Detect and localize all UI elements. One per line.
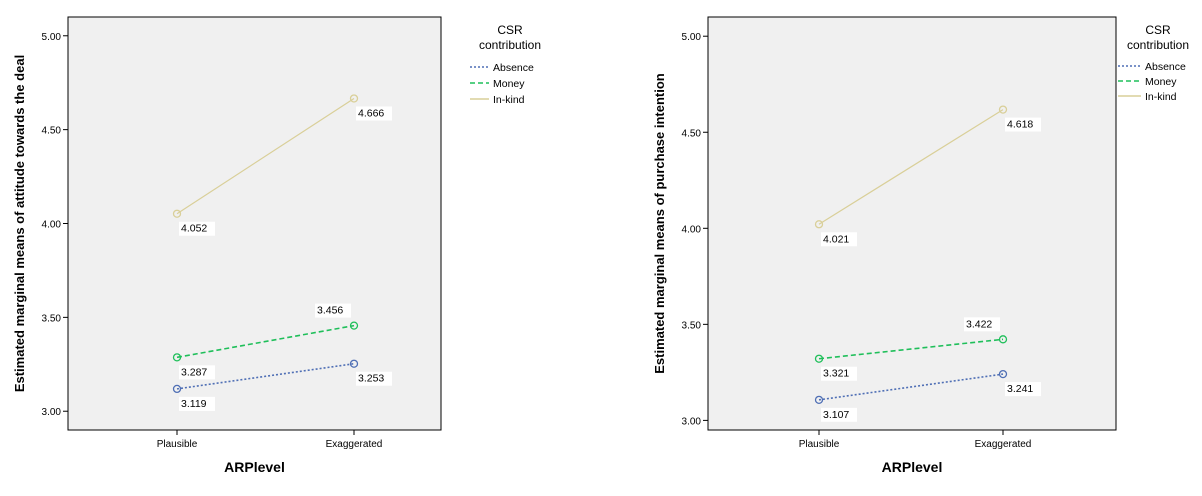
x-tick-label: Exaggerated [975, 439, 1032, 450]
data-label-box [964, 317, 1000, 332]
legend-title: contribution [479, 38, 541, 52]
data-label-box [821, 366, 857, 381]
data-label: 3.321 [823, 368, 849, 380]
data-point-money [814, 354, 824, 363]
series-line-absence [818, 373, 1004, 401]
data-point-money [172, 353, 182, 362]
data-label: 3.287 [181, 366, 207, 378]
legend-title: CSR [1145, 23, 1171, 37]
y-axis-label: Estimated marginal means of purchase int… [652, 73, 667, 374]
plot-area [707, 16, 1117, 431]
x-tick-label: Exaggerated [326, 439, 383, 450]
x-axis-label: ARPlevel [224, 459, 285, 475]
data-label-box [179, 396, 215, 411]
data-label: 4.052 [181, 223, 207, 235]
data-point-in-kind [814, 220, 824, 229]
x-tick-label: Plausible [157, 439, 198, 450]
data-label: 3.241 [1007, 383, 1033, 395]
series-line-in-kind [176, 97, 355, 215]
chart-panel-2: 3.00 3.50 4.00 4.50 5.00 Plausible Exaggerated… [652, 16, 1189, 475]
data-label-box [821, 407, 857, 422]
legend-entry-absence: Absence [493, 62, 534, 74]
data-label-box [821, 232, 857, 247]
series-line-money [176, 324, 355, 359]
data-label: 3.456 [317, 305, 343, 317]
y-axis-label: Estimated marginal means of attitude tow… [12, 55, 27, 392]
data-label-box [179, 365, 215, 380]
y-tick-label: 3.50 [42, 313, 62, 324]
series-line-in-kind [818, 109, 1004, 225]
y-tick-label: 4.50 [42, 126, 62, 137]
series-line-absence [176, 362, 355, 390]
data-label: 3.253 [358, 373, 384, 385]
data-point-money [349, 321, 359, 330]
data-label-box [356, 371, 392, 386]
series-line-money [818, 338, 1004, 360]
chart-panel-1: 3.00 3.50 4.00 4.50 5.00 Plausible Exaggerated… [12, 16, 541, 475]
data-point-in-kind [349, 94, 359, 103]
y-tick-label: 5.00 [682, 32, 702, 43]
data-label: 3.422 [966, 318, 992, 330]
legend-entry-absence: Absence [1145, 61, 1186, 73]
data-point-in-kind [172, 209, 182, 218]
y-tick-label: 3.50 [682, 320, 702, 331]
x-axis-label: ARPlevel [882, 459, 943, 475]
legend-title: contribution [1127, 38, 1189, 52]
data-label-box [356, 106, 392, 121]
y-tick-label: 3.00 [42, 407, 62, 418]
data-label: 4.666 [358, 107, 384, 119]
legend-entry-in-kind: In-kind [1145, 91, 1177, 103]
data-label-box [1005, 117, 1041, 132]
y-tick-label: 3.00 [682, 416, 702, 427]
data-point-absence [814, 395, 824, 404]
data-point-in-kind [998, 105, 1008, 114]
y-tick-label: 4.00 [682, 224, 702, 235]
y-tick-label: 4.00 [42, 220, 62, 231]
data-point-absence [349, 359, 359, 368]
legend-title: CSR [497, 23, 523, 37]
data-label-box [315, 303, 351, 318]
data-label: 4.021 [823, 233, 849, 245]
data-label-box [179, 221, 215, 236]
data-point-absence [172, 384, 182, 394]
legend-entry-money: Money [1145, 76, 1177, 88]
data-label: 3.119 [181, 398, 207, 410]
data-point-absence [998, 369, 1008, 379]
legend-entry-in-kind: In-kind [493, 94, 525, 106]
y-tick-label: 5.00 [42, 32, 62, 43]
y-tick-label: 4.50 [682, 128, 702, 139]
plot-area [67, 16, 442, 431]
x-tick-label: Plausible [799, 439, 840, 450]
data-label-box [1005, 382, 1041, 397]
legend-entry-money: Money [493, 78, 525, 90]
data-label: 4.618 [1007, 119, 1033, 131]
data-point-money [998, 335, 1008, 344]
data-label: 3.107 [823, 409, 849, 421]
